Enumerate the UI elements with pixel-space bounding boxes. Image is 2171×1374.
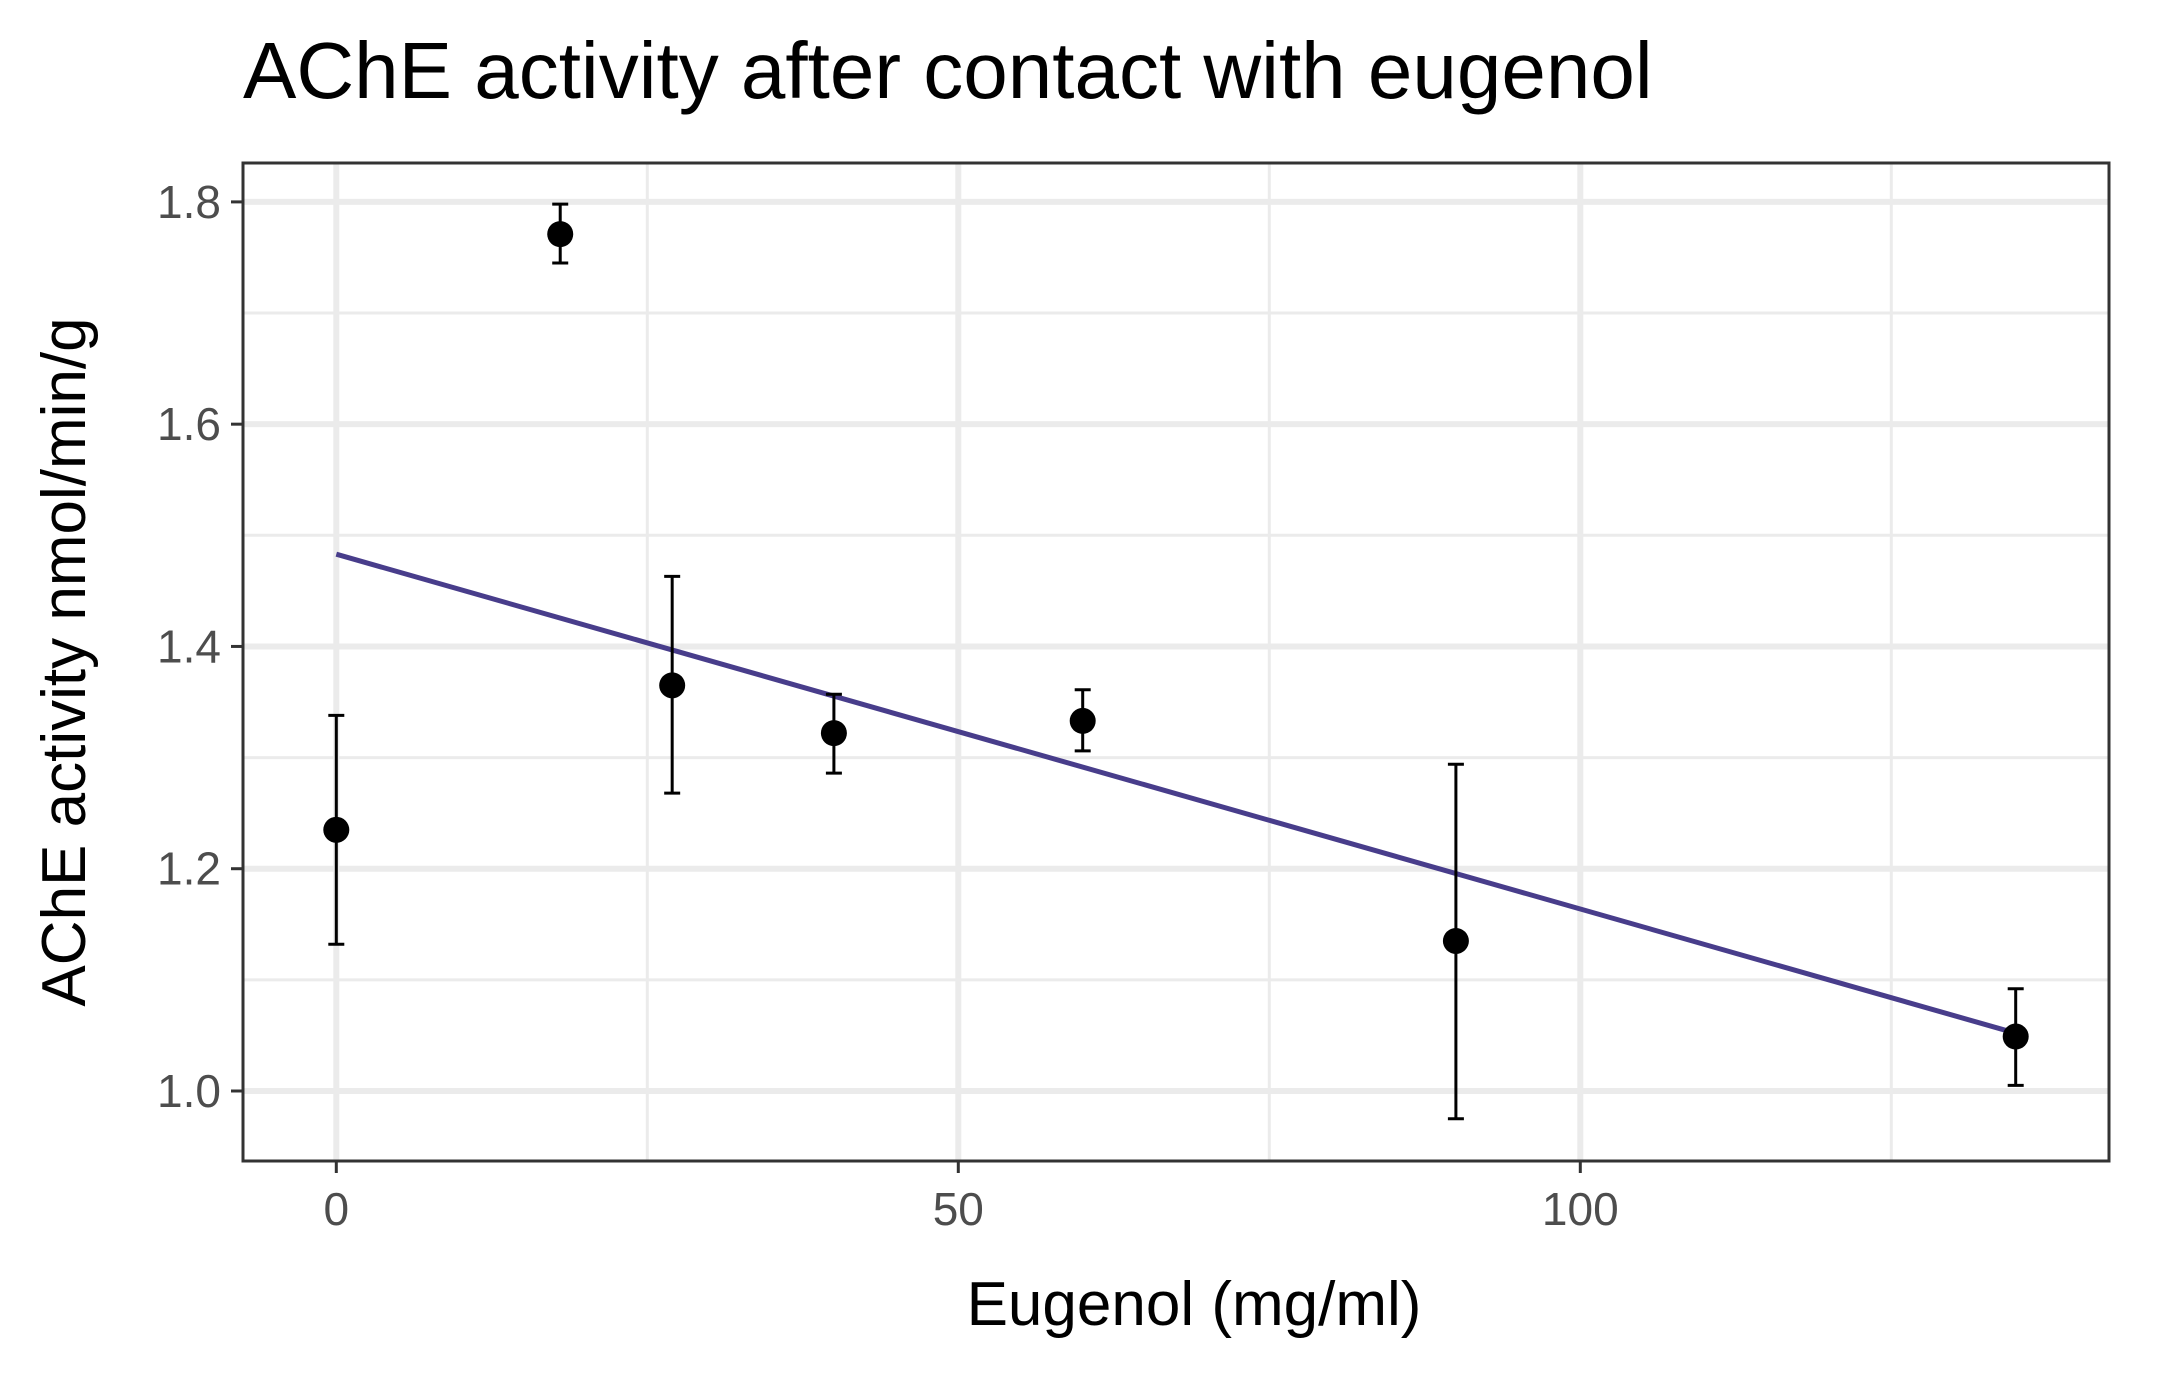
data-points	[323, 202, 2029, 1121]
regression-line-group	[335, 551, 2017, 1036]
chart-title: AChE activity after contact with eugenol	[243, 26, 1653, 115]
panel-border	[241, 161, 2111, 1163]
data-point	[547, 221, 574, 248]
y-tick-label: 1.2	[157, 843, 221, 895]
y-tick-label: 1.8	[157, 176, 221, 228]
data-point	[659, 672, 686, 699]
regression-line	[335, 551, 2017, 1036]
y-tick-label: 1.4	[157, 620, 221, 672]
y-axis-title: AChE activity nmol/min/g	[30, 317, 99, 1006]
y-tick-label: 1.0	[157, 1065, 221, 1117]
data-point	[820, 720, 847, 747]
data-point	[2002, 1023, 2029, 1050]
x-tick-label: 0	[324, 1183, 350, 1235]
data-point	[323, 816, 350, 843]
y-tick-label: 1.6	[157, 398, 221, 450]
grid	[243, 163, 2109, 1161]
data-point	[1069, 707, 1096, 734]
x-tick-label: 50	[933, 1183, 984, 1235]
x-axis-title: Eugenol (mg/ml)	[967, 1270, 1422, 1339]
x-tick-label: 100	[1542, 1183, 1619, 1235]
axis-ticks: 0 50 100 1.0 1.2 1.4 1.6 1.8	[157, 176, 1619, 1235]
data-point	[1442, 927, 1469, 954]
